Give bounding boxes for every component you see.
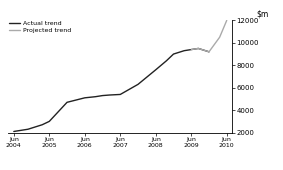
Actual trend <box>94 96 97 98</box>
Line: Projected trend: Projected trend <box>191 20 227 52</box>
Projected trend <box>218 36 221 38</box>
Actual trend <box>101 95 104 97</box>
Actual trend <box>65 101 69 103</box>
Actual trend <box>165 60 168 62</box>
Actual trend <box>26 128 30 130</box>
Actual trend <box>197 47 200 49</box>
Line: Actual trend: Actual trend <box>14 48 209 131</box>
Projected trend <box>225 19 228 21</box>
Projected trend <box>197 47 200 49</box>
Actual trend <box>12 130 16 132</box>
Actual trend <box>190 49 193 51</box>
Actual trend <box>207 51 211 53</box>
Actual trend <box>136 83 140 85</box>
Projected trend <box>207 51 211 53</box>
Actual trend <box>48 120 51 122</box>
Projected trend <box>190 49 193 51</box>
Actual trend <box>154 69 157 71</box>
Actual trend <box>40 124 44 126</box>
Actual trend <box>83 97 87 99</box>
Actual trend <box>172 53 175 55</box>
Actual trend <box>119 94 122 96</box>
Actual trend <box>108 94 111 96</box>
Y-axis label: $m: $m <box>257 9 269 18</box>
Legend: Actual trend, Projected trend: Actual trend, Projected trend <box>9 21 71 33</box>
Actual trend <box>183 50 186 52</box>
